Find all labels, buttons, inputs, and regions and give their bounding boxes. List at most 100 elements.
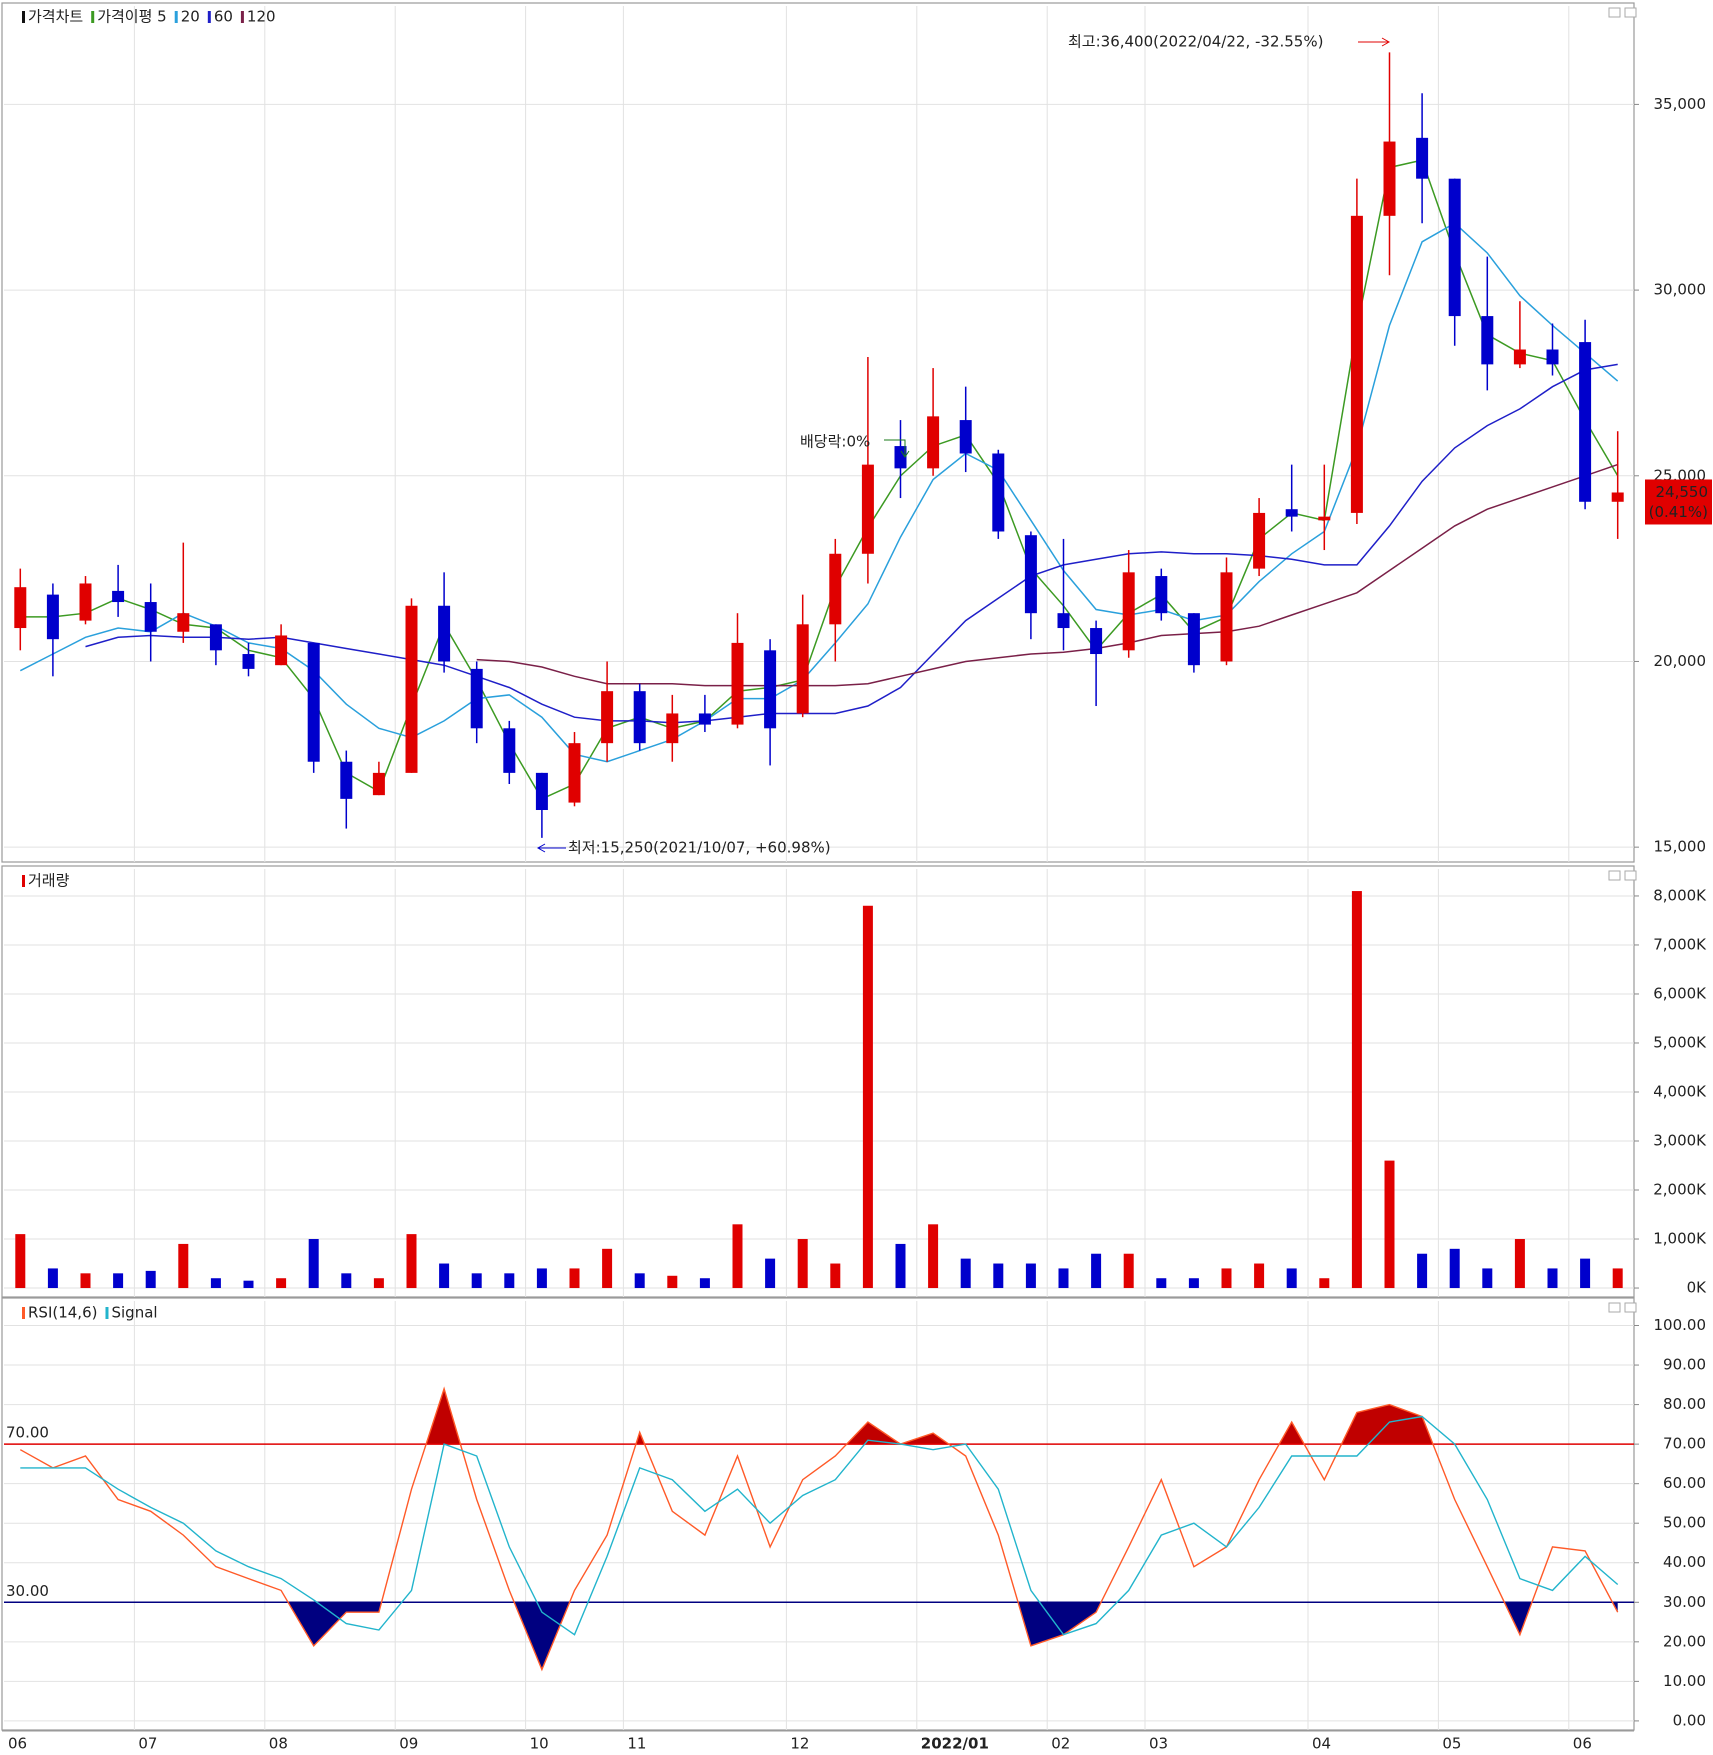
- candle-body: [1220, 572, 1233, 662]
- candle-body: [633, 691, 646, 744]
- y-tick-label: 30.00: [1663, 1593, 1706, 1611]
- y-tick-label: 5,000K: [1653, 1033, 1707, 1051]
- rsi-zone-fill: [426, 1388, 1433, 1445]
- candle-body: [959, 420, 972, 454]
- candle-body: [1155, 576, 1168, 614]
- volume-bar: [830, 1263, 841, 1289]
- candle-body: [340, 761, 353, 799]
- legend-swatch: [91, 11, 95, 23]
- y-tick-label: 90.00: [1663, 1356, 1706, 1374]
- candle-body: [79, 583, 92, 621]
- legend-swatch: [22, 875, 25, 887]
- y-tick-label: 15,000: [1654, 838, 1707, 856]
- candle-body: [1579, 342, 1592, 502]
- candle-body: [144, 602, 157, 632]
- last-price-label: 24,550: [1656, 483, 1709, 501]
- x-tick-label: 12: [790, 1735, 809, 1753]
- candle-body: [1546, 349, 1559, 365]
- candle-body: [503, 728, 516, 773]
- low-annotation: 최저:15,250(2021/10/07, +60.98%): [568, 839, 831, 857]
- panel-button: [1608, 1302, 1621, 1313]
- volume-bar: [895, 1243, 906, 1289]
- volume-bar: [1091, 1253, 1102, 1289]
- candle-body: [568, 743, 581, 803]
- legend-label: 가격이평 5: [97, 8, 167, 26]
- candle-body: [405, 605, 418, 773]
- candle-body: [1416, 137, 1429, 179]
- panel-frame: [1, 1297, 1635, 1731]
- candle-body: [861, 464, 874, 554]
- legend-swatch: [22, 1307, 25, 1319]
- candle-body: [1318, 516, 1331, 521]
- y-tick-label: 60.00: [1663, 1474, 1706, 1492]
- candle-body: [470, 668, 483, 729]
- legend-label: 20: [181, 8, 200, 26]
- volume-bar: [960, 1258, 971, 1289]
- volume-bar: [699, 1278, 710, 1289]
- candle-body: [438, 605, 451, 662]
- level-label: 70.00: [6, 1424, 49, 1442]
- y-tick-label: 0K: [1687, 1279, 1708, 1297]
- candle-body: [1481, 316, 1494, 365]
- candle-body: [1448, 178, 1461, 317]
- y-tick-label: 70.00: [1663, 1435, 1706, 1453]
- y-tick-label: 10.00: [1663, 1672, 1706, 1690]
- legend-swatch: [105, 1307, 109, 1319]
- candle-body: [535, 772, 548, 811]
- volume-bar: [1384, 1160, 1395, 1289]
- moving-average-line: [476, 463, 1618, 687]
- panel-button: [1624, 870, 1637, 881]
- candle-body: [698, 713, 711, 725]
- candle-body: [112, 590, 125, 603]
- volume-bar: [145, 1270, 156, 1289]
- volume-bar: [1514, 1239, 1525, 1289]
- volume-bar: [308, 1239, 319, 1289]
- x-tick-label: 07: [138, 1735, 157, 1753]
- volume-bar: [1188, 1278, 1199, 1289]
- low-arrowhead: [536, 843, 546, 853]
- dividend-arrowhead: [900, 450, 910, 458]
- volume-bar: [80, 1273, 91, 1289]
- candle-body: [1611, 492, 1624, 502]
- y-tick-label: 50.00: [1663, 1514, 1706, 1532]
- rsi-line: [19, 1386, 1619, 1672]
- volume-bar: [765, 1258, 776, 1289]
- candle-body: [1253, 512, 1266, 569]
- volume-bar: [210, 1278, 221, 1289]
- candle-body: [1057, 613, 1070, 629]
- y-tick-label: 40.00: [1663, 1553, 1706, 1571]
- candle-body: [1090, 628, 1103, 655]
- candle-body: [14, 587, 27, 629]
- volume-bar: [1612, 1268, 1623, 1289]
- volume-bar: [1025, 1263, 1036, 1289]
- x-tick-label: 06: [8, 1735, 27, 1753]
- legend-swatch: [207, 11, 211, 23]
- high-arrowhead: [1381, 37, 1391, 47]
- y-tick-label: 3,000K: [1653, 1132, 1707, 1150]
- volume-bar: [178, 1243, 189, 1289]
- volume-bar: [341, 1273, 352, 1289]
- volume-bar: [276, 1278, 287, 1289]
- volume-bar: [439, 1263, 450, 1289]
- volume-bar: [667, 1275, 678, 1289]
- volume-bar: [1547, 1268, 1558, 1289]
- volume-bar: [243, 1280, 254, 1289]
- last-price-box: [1645, 479, 1712, 525]
- volume-bar: [1156, 1278, 1167, 1289]
- volume-bar: [1417, 1253, 1428, 1289]
- candle-body: [1024, 535, 1037, 614]
- volume-bar: [113, 1273, 124, 1289]
- legend-label: 60: [214, 8, 233, 26]
- volume-bar: [1449, 1248, 1460, 1289]
- x-tick-label: 10: [530, 1735, 549, 1753]
- last-change-label: (0.41%): [1649, 503, 1708, 521]
- panel-button: [1624, 7, 1637, 18]
- candle-body: [601, 691, 614, 744]
- candle-body: [1350, 215, 1363, 513]
- candle-body: [764, 650, 777, 729]
- panel-button: [1624, 1302, 1637, 1313]
- candle-body: [1285, 509, 1298, 517]
- y-tick-label: 8,000K: [1653, 886, 1707, 904]
- candle-body: [829, 553, 842, 625]
